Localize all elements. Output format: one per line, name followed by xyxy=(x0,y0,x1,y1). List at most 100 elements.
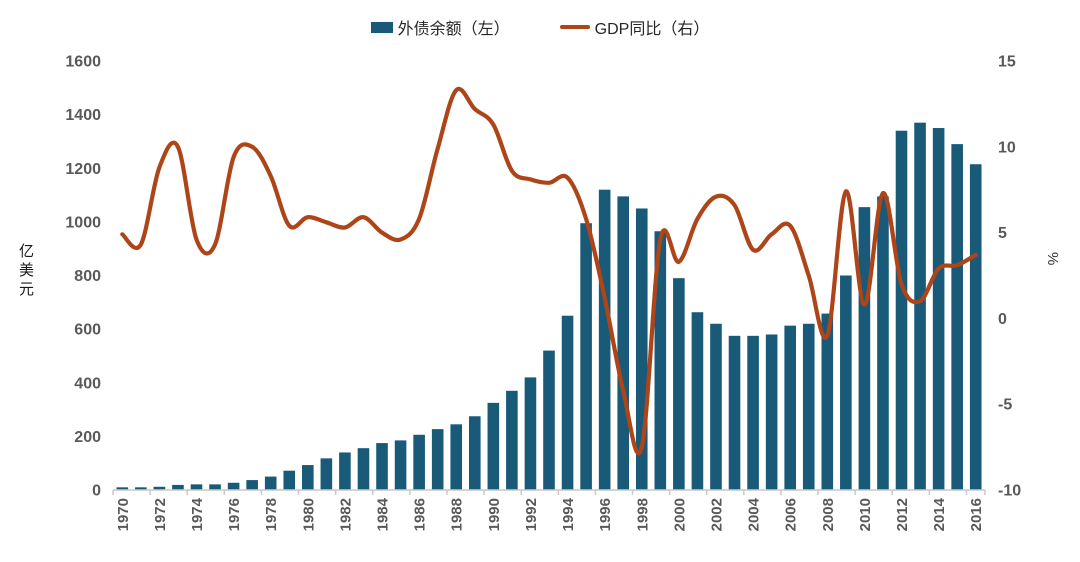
bar-1986 xyxy=(413,434,425,490)
bar-1977 xyxy=(246,480,258,490)
x-tick-label-2002: 2002 xyxy=(709,498,726,531)
x-tick-label-1990: 1990 xyxy=(486,498,503,531)
bar-1990 xyxy=(487,402,500,490)
y-left-tick-label: 1600 xyxy=(65,54,101,71)
x-tick-label-2004: 2004 xyxy=(746,497,763,531)
legend-bar-swatch xyxy=(370,21,393,33)
bar-1972 xyxy=(153,486,166,490)
bar-1975 xyxy=(209,484,221,490)
x-tick-label-1998: 1998 xyxy=(634,498,651,531)
x-tick-label-1982: 1982 xyxy=(337,498,354,531)
x-tick-label-1974: 1974 xyxy=(189,497,206,531)
x-tick-label-1984: 1984 xyxy=(375,497,392,531)
y-right-tick-label: 15 xyxy=(998,54,1016,71)
legend: 外债余额（左） GDP同比（右） xyxy=(0,15,1080,39)
bar-1971 xyxy=(135,487,147,490)
x-tick-label-2008: 2008 xyxy=(820,498,837,531)
bar-1976 xyxy=(227,482,240,490)
bar-1987 xyxy=(431,429,444,490)
y-left-tick-label: 800 xyxy=(74,268,101,285)
x-tick-label-1970: 1970 xyxy=(115,498,132,531)
bar-2008 xyxy=(821,313,834,490)
y-left-tick-label: 1400 xyxy=(65,107,101,124)
legend-line-swatch xyxy=(559,25,590,29)
bar-1991 xyxy=(506,390,518,490)
x-tick-label-2016: 2016 xyxy=(968,498,985,531)
bar-2006 xyxy=(784,325,796,490)
y-left-tick-labels: 0 200 400 600 800 1000 1200 1400 1600 xyxy=(65,54,101,500)
x-tick-label-2014: 2014 xyxy=(931,497,948,531)
bar-1974 xyxy=(190,484,203,490)
bar-2013 xyxy=(914,122,926,491)
legend-line-label: GDP同比（右） xyxy=(594,21,710,38)
bar-2004 xyxy=(747,335,759,490)
x-tick-label-2010: 2010 xyxy=(857,498,874,531)
bar-1985 xyxy=(394,440,407,490)
bar-1994 xyxy=(561,315,574,490)
bar-1978 xyxy=(264,476,277,490)
y-right-tick-label: 10 xyxy=(998,139,1016,156)
bar-1999 xyxy=(654,231,667,490)
bar-2002 xyxy=(710,323,722,490)
x-tick-label-2006: 2006 xyxy=(783,498,800,531)
bar-1996 xyxy=(598,189,611,490)
x-tick-label-1972: 1972 xyxy=(152,498,169,531)
x-axis xyxy=(112,489,986,495)
bar-2007 xyxy=(802,323,815,490)
bar-1993 xyxy=(543,350,555,490)
bars-series xyxy=(116,122,982,491)
right-axis-title: % xyxy=(1044,252,1061,266)
legend-bar-label: 外债余额（左） xyxy=(397,21,510,38)
legend-item-external-debt: 外债余额（左） xyxy=(370,15,510,39)
x-tick-label-1976: 1976 xyxy=(226,498,243,531)
bar-2016 xyxy=(969,164,982,491)
bar-1980 xyxy=(302,465,314,490)
y-left-tick-label: 600 xyxy=(74,322,101,339)
bar-1992 xyxy=(524,377,537,490)
y-right-tick-label: 5 xyxy=(998,225,1007,242)
bar-1983 xyxy=(357,448,370,490)
y-right-tick-label: 0 xyxy=(998,311,1007,328)
y-left-tick-label: 1000 xyxy=(65,214,101,231)
y-left-tick-label: 400 xyxy=(74,375,101,392)
bar-1973 xyxy=(172,484,184,490)
bar-2015 xyxy=(951,144,963,490)
bar-1982 xyxy=(339,452,351,490)
x-tick-label-1994: 1994 xyxy=(560,497,577,531)
y-right-tick-label: -5 xyxy=(998,397,1012,414)
bar-1995 xyxy=(580,223,592,490)
bar-2001 xyxy=(691,312,704,490)
bar-1998 xyxy=(635,208,648,490)
x-tick-label-1980: 1980 xyxy=(300,498,317,531)
bar-1997 xyxy=(617,196,630,490)
x-tick-label-1978: 1978 xyxy=(263,498,280,531)
bar-2014 xyxy=(932,128,945,490)
x-tick-labels: 1970 1972 1974 1976 1978 1980 1982 1984 1986 1988… xyxy=(115,497,985,531)
legend-item-gdp-yoy: GDP同比（右） xyxy=(559,15,710,39)
x-tick-label-1996: 1996 xyxy=(597,498,614,531)
bar-1970 xyxy=(116,487,129,490)
y-right-tick-labels: -10 -5 0 5 10 15 xyxy=(998,54,1021,500)
y-left-tick-label: 200 xyxy=(74,429,101,446)
bar-2011 xyxy=(877,196,889,490)
bar-2000 xyxy=(673,278,685,490)
bar-1979 xyxy=(283,470,296,490)
x-tick-label-1992: 1992 xyxy=(523,498,540,531)
bar-2012 xyxy=(895,130,908,490)
bar-1984 xyxy=(376,443,388,490)
x-tick-label-1986: 1986 xyxy=(412,498,429,531)
bar-2010 xyxy=(858,207,871,490)
bar-1981 xyxy=(320,458,333,490)
bar-2003 xyxy=(728,335,741,490)
bar-2005 xyxy=(765,334,778,490)
left-axis-title: 亿美元 xyxy=(17,243,34,300)
x-tick-label-2012: 2012 xyxy=(894,498,911,531)
bar-1989 xyxy=(468,416,481,490)
x-tick-label-1988: 1988 xyxy=(449,498,466,531)
bar-2009 xyxy=(840,275,852,490)
y-left-tick-label: 1200 xyxy=(65,161,101,178)
bar-1988 xyxy=(450,424,463,490)
y-right-tick-label: -10 xyxy=(998,483,1021,500)
